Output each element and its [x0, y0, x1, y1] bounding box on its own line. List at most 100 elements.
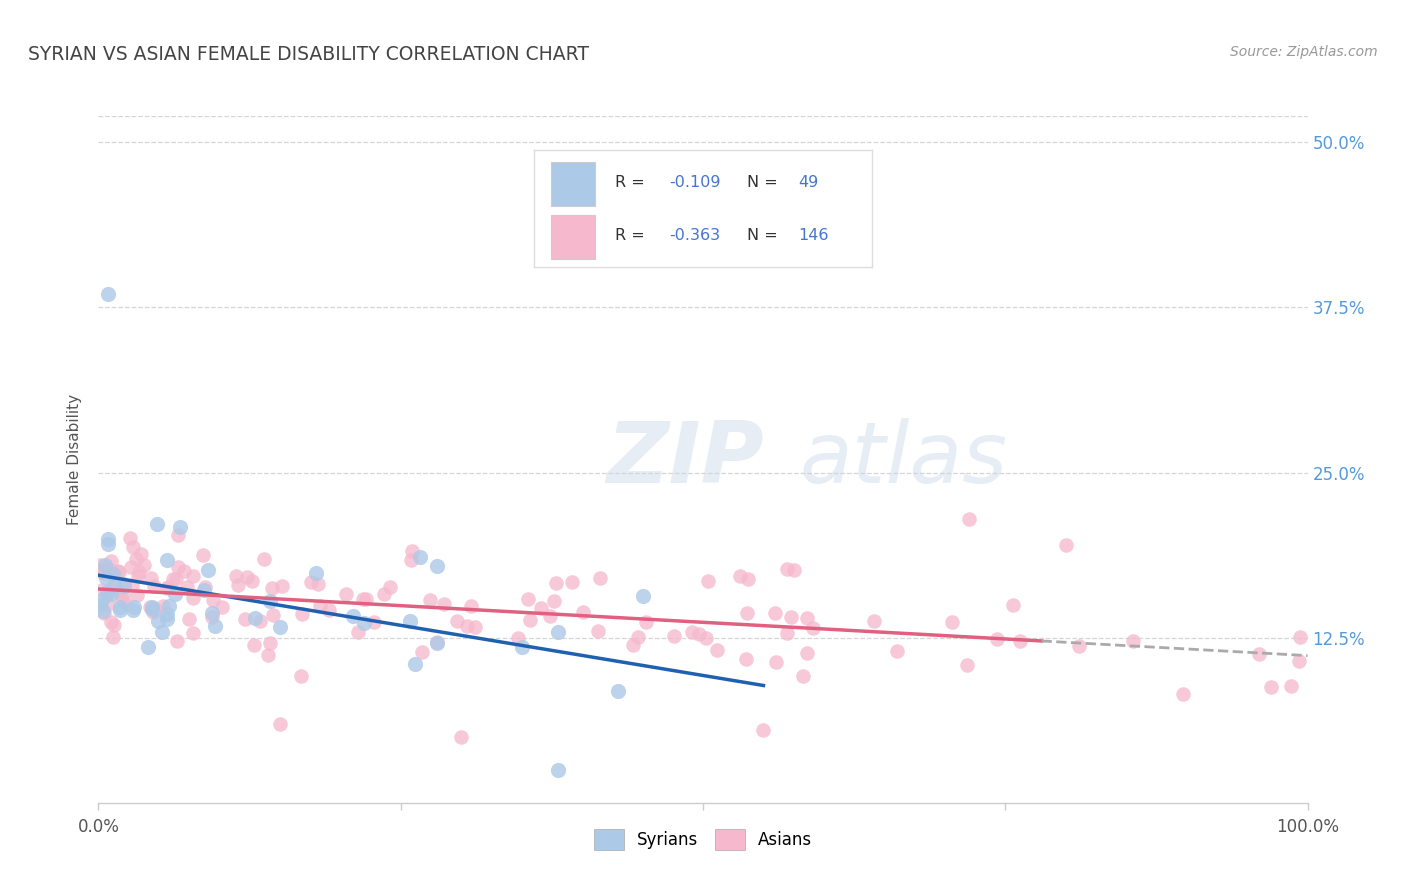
Point — [96, 588, 118, 602]
Text: -0.363: -0.363 — [669, 228, 720, 243]
Point — [308, 599, 330, 614]
Point — [419, 593, 441, 607]
Text: Source: ZipAtlas.com: Source: ZipAtlas.com — [1230, 45, 1378, 59]
Point — [240, 574, 263, 588]
Point — [139, 600, 162, 615]
FancyBboxPatch shape — [551, 214, 595, 259]
Point — [162, 572, 184, 586]
Text: N =: N = — [747, 228, 783, 243]
Point — [688, 627, 710, 641]
Point — [460, 599, 482, 613]
Point — [259, 594, 281, 608]
Point — [101, 630, 124, 644]
Text: R =: R = — [614, 176, 650, 191]
Point — [129, 547, 152, 561]
Point — [114, 597, 136, 611]
Point — [290, 669, 312, 683]
Point — [1279, 680, 1302, 694]
Point — [156, 553, 179, 567]
Point — [621, 638, 644, 652]
Legend: Syrians, Asians: Syrians, Asians — [586, 822, 820, 856]
Point — [259, 635, 281, 649]
Point — [957, 512, 980, 526]
Point — [695, 631, 717, 645]
Point — [399, 614, 422, 628]
Point — [631, 589, 654, 603]
Point — [249, 614, 271, 628]
Point — [1067, 639, 1090, 653]
Point — [1010, 634, 1032, 648]
Point — [401, 544, 423, 558]
Point — [128, 565, 150, 579]
Point — [96, 585, 118, 599]
Point — [607, 683, 630, 698]
Point — [262, 608, 284, 623]
Point — [108, 603, 131, 617]
Point — [93, 606, 115, 620]
Point — [517, 591, 540, 606]
Point — [97, 562, 120, 576]
Point — [122, 603, 145, 617]
Point — [547, 624, 569, 639]
Point — [681, 625, 703, 640]
Point — [956, 658, 979, 673]
Point — [986, 632, 1008, 646]
Point — [411, 645, 433, 659]
Point — [122, 600, 145, 615]
Point — [792, 668, 814, 682]
Point — [110, 599, 132, 614]
Point — [179, 612, 201, 626]
Point — [197, 563, 219, 577]
Point — [728, 568, 751, 582]
Point — [519, 613, 541, 627]
Point — [456, 619, 478, 633]
Point — [589, 571, 612, 585]
Point — [636, 615, 658, 629]
Point — [299, 575, 322, 590]
Point — [181, 569, 204, 583]
Point — [561, 574, 583, 589]
Point — [156, 611, 179, 625]
Point — [201, 609, 224, 624]
Point — [1054, 538, 1077, 552]
Point — [1001, 599, 1024, 613]
Point — [318, 603, 340, 617]
Point — [181, 591, 204, 605]
Point — [91, 563, 114, 577]
Point — [776, 562, 799, 576]
Text: 49: 49 — [797, 176, 818, 191]
Point — [353, 616, 375, 631]
Point — [260, 582, 283, 596]
Point — [243, 638, 266, 652]
Point — [166, 634, 188, 648]
Point — [97, 597, 120, 611]
Point — [156, 580, 179, 594]
Point — [202, 593, 225, 607]
Point — [121, 578, 143, 592]
Point — [796, 646, 818, 660]
Point — [157, 599, 180, 613]
Point — [270, 579, 292, 593]
Point — [167, 528, 190, 542]
Point — [627, 630, 650, 644]
Point — [544, 575, 567, 590]
Point — [801, 621, 824, 635]
Y-axis label: Female Disability: Female Disability — [67, 393, 83, 525]
Point — [1247, 647, 1270, 661]
Point — [763, 606, 786, 620]
Point — [1260, 680, 1282, 694]
FancyBboxPatch shape — [551, 162, 595, 206]
Point — [886, 644, 908, 658]
Point — [737, 572, 759, 586]
Point — [530, 601, 553, 615]
Point — [120, 560, 142, 574]
Point — [409, 549, 432, 564]
Point — [194, 580, 217, 594]
Point — [510, 640, 533, 654]
Point — [373, 587, 395, 601]
Point — [96, 571, 118, 585]
Point — [204, 619, 226, 633]
Point — [863, 615, 886, 629]
Point — [269, 620, 291, 634]
Point — [94, 558, 117, 572]
